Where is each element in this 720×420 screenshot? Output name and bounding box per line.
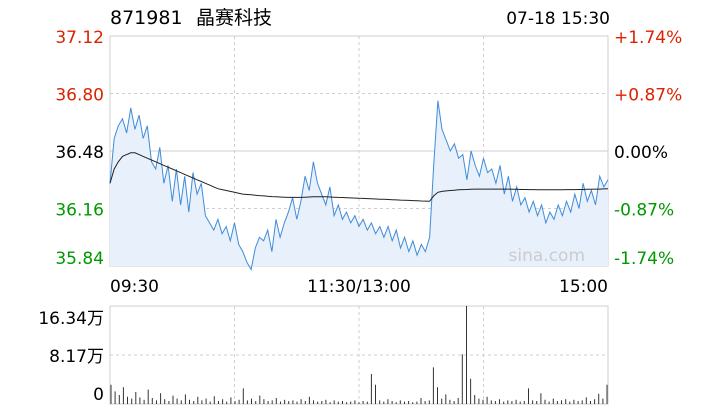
percent-tick-label: -0.87% <box>614 201 674 221</box>
stock-code: 871981 <box>110 7 183 29</box>
volume-axis: 16.34万 8.17万 0 <box>38 309 104 405</box>
right-percent-axis: +1.74% +0.87% 0.00% -0.87% -1.74% <box>614 28 682 269</box>
price-area-fill <box>110 100 608 270</box>
price-tick-label: 36.48 <box>55 143 104 163</box>
volume-tick-label: 16.34万 <box>38 309 104 329</box>
left-price-axis: 37.12 36.80 36.48 36.16 35.84 <box>55 28 104 269</box>
time-tick-label: 15:00 <box>559 277 608 297</box>
percent-tick-label: +0.87% <box>614 86 682 106</box>
price-tick-label: 36.16 <box>55 201 104 221</box>
volume-tick-label: 0 <box>93 385 104 405</box>
quote-datetime: 07-18 15:30 <box>506 9 610 29</box>
watermark: sina.com <box>509 246 585 266</box>
percent-tick-label: +1.74% <box>614 28 682 48</box>
percent-tick-label: 0.00% <box>614 143 668 163</box>
price-line <box>109 100 609 272</box>
time-tick-label: 11:30/13:00 <box>307 277 411 297</box>
volume-grid <box>109 305 609 405</box>
stock-name: 晶赛科技 <box>196 7 272 29</box>
price-tick-label: 37.12 <box>55 28 104 48</box>
volume-bars <box>110 306 608 404</box>
percent-tick-label: -1.74% <box>614 249 674 269</box>
price-tick-label: 35.84 <box>55 249 104 269</box>
volume-tick-label: 8.17万 <box>49 347 104 367</box>
time-axis: 09:30 11:30/13:00 15:00 <box>110 277 608 297</box>
price-tick-label: 36.80 <box>55 86 104 106</box>
time-tick-label: 09:30 <box>110 277 159 297</box>
average-price-line <box>109 152 609 202</box>
